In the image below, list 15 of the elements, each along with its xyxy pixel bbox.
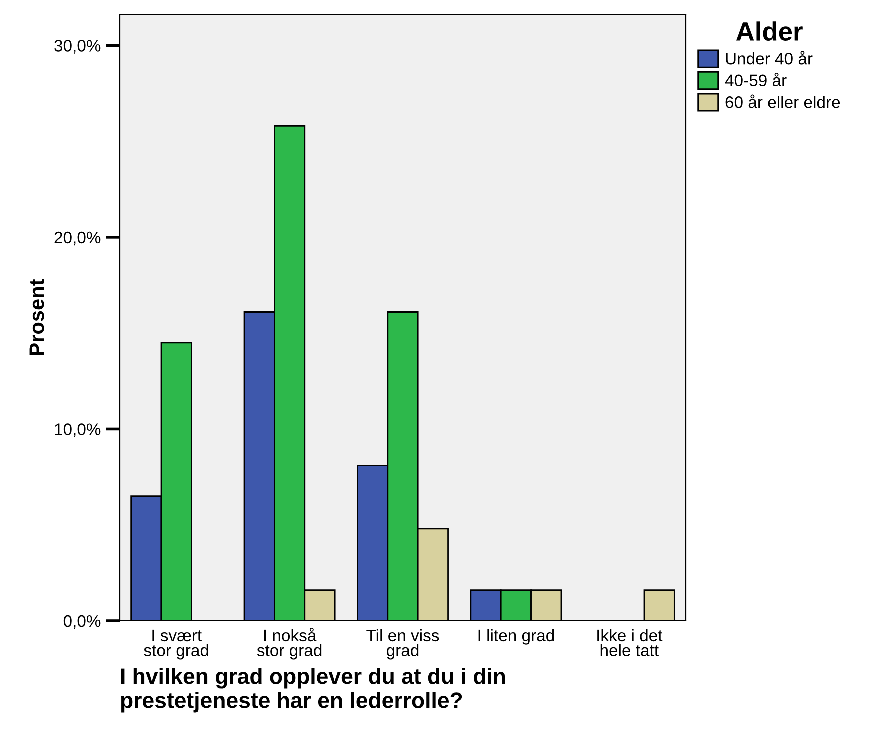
y-axis-title: Prosent xyxy=(30,279,44,356)
x-tick-label: I liten grad xyxy=(478,629,554,645)
legend-label: Under 40 år xyxy=(726,51,813,65)
x-tick-label: I nokså stor grad xyxy=(257,628,322,660)
y-tick-label: 30,0% xyxy=(54,40,101,54)
x-tick-label: Til en viss grad xyxy=(366,629,440,660)
x-axis-title: I hvilken grad opplever du at du i din prestetjeneste har en lederrolle? xyxy=(121,668,506,713)
x-tick-label: I svært stor grad xyxy=(144,630,208,660)
legend-title: Alder xyxy=(736,22,803,42)
legend-label: 60 år eller eldre xyxy=(726,94,840,108)
x-tick-label: Ikke i det hele tatt xyxy=(598,629,663,657)
y-tick-label: 10,0% xyxy=(55,424,101,438)
legend-label: 40-59 år xyxy=(725,72,787,87)
y-tick-label: 0,0% xyxy=(64,615,101,630)
y-tick-label: 20,0% xyxy=(54,232,101,246)
